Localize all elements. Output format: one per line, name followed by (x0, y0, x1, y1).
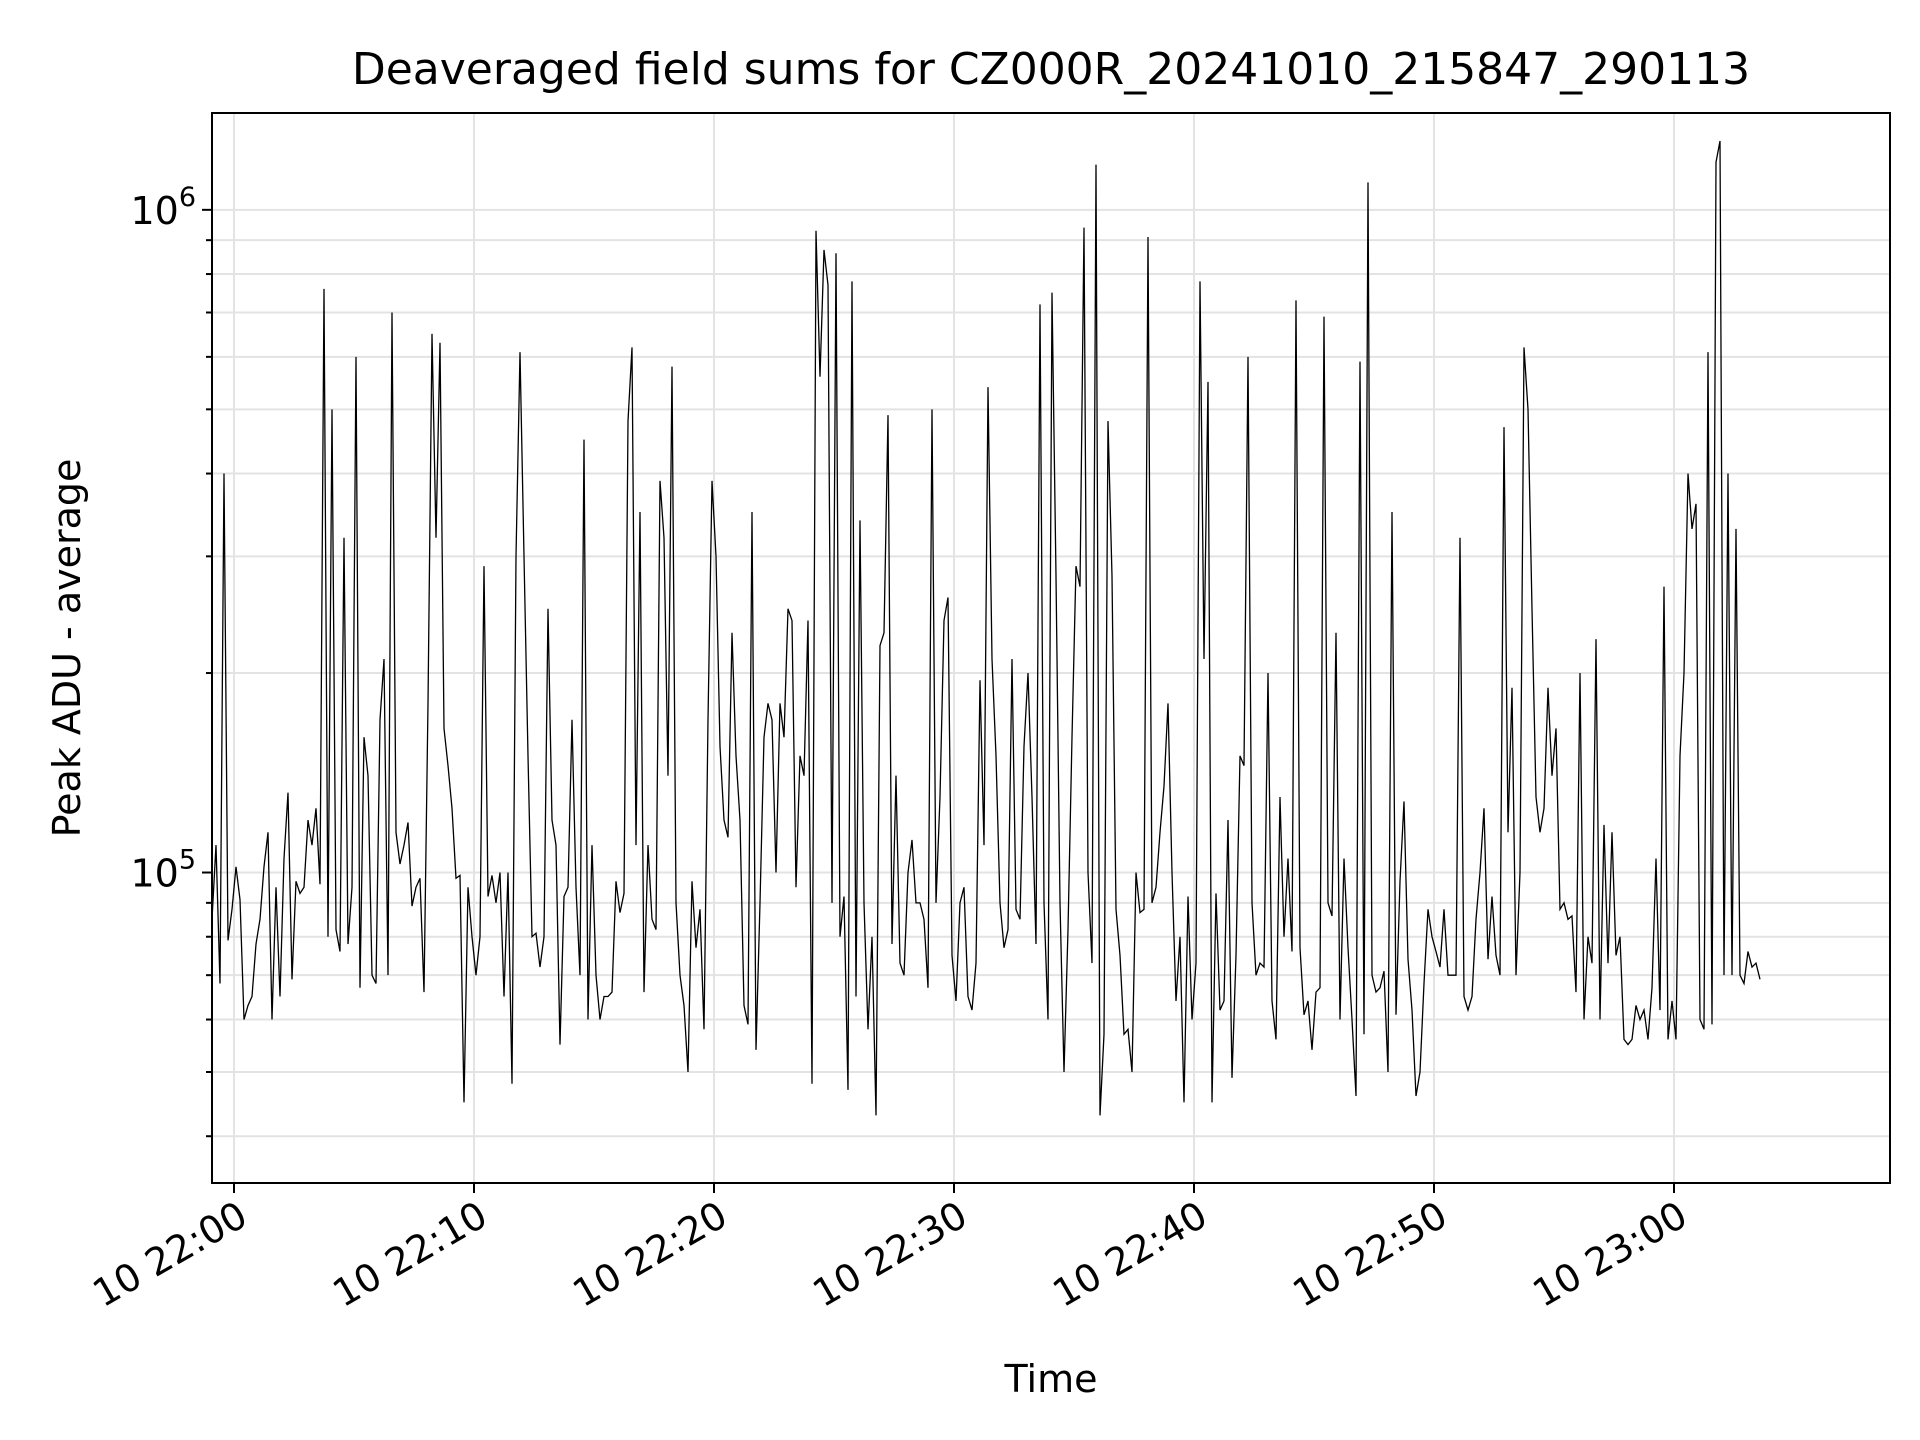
y-tick-label: 105 (130, 845, 196, 896)
y-axis: 105 106 (130, 182, 212, 1138)
x-axis-label: Time (1004, 1357, 1098, 1401)
series-line-peak-adu (211, 140, 1761, 1116)
y-tick-label: 106 (130, 182, 196, 233)
chart-title: Deaveraged field sums for CZ000R_2024101… (352, 44, 1750, 95)
plot-frame (211, 112, 1891, 1184)
plot-area (211, 140, 1761, 1116)
y-axis-label: Peak ADU - average (45, 459, 89, 838)
